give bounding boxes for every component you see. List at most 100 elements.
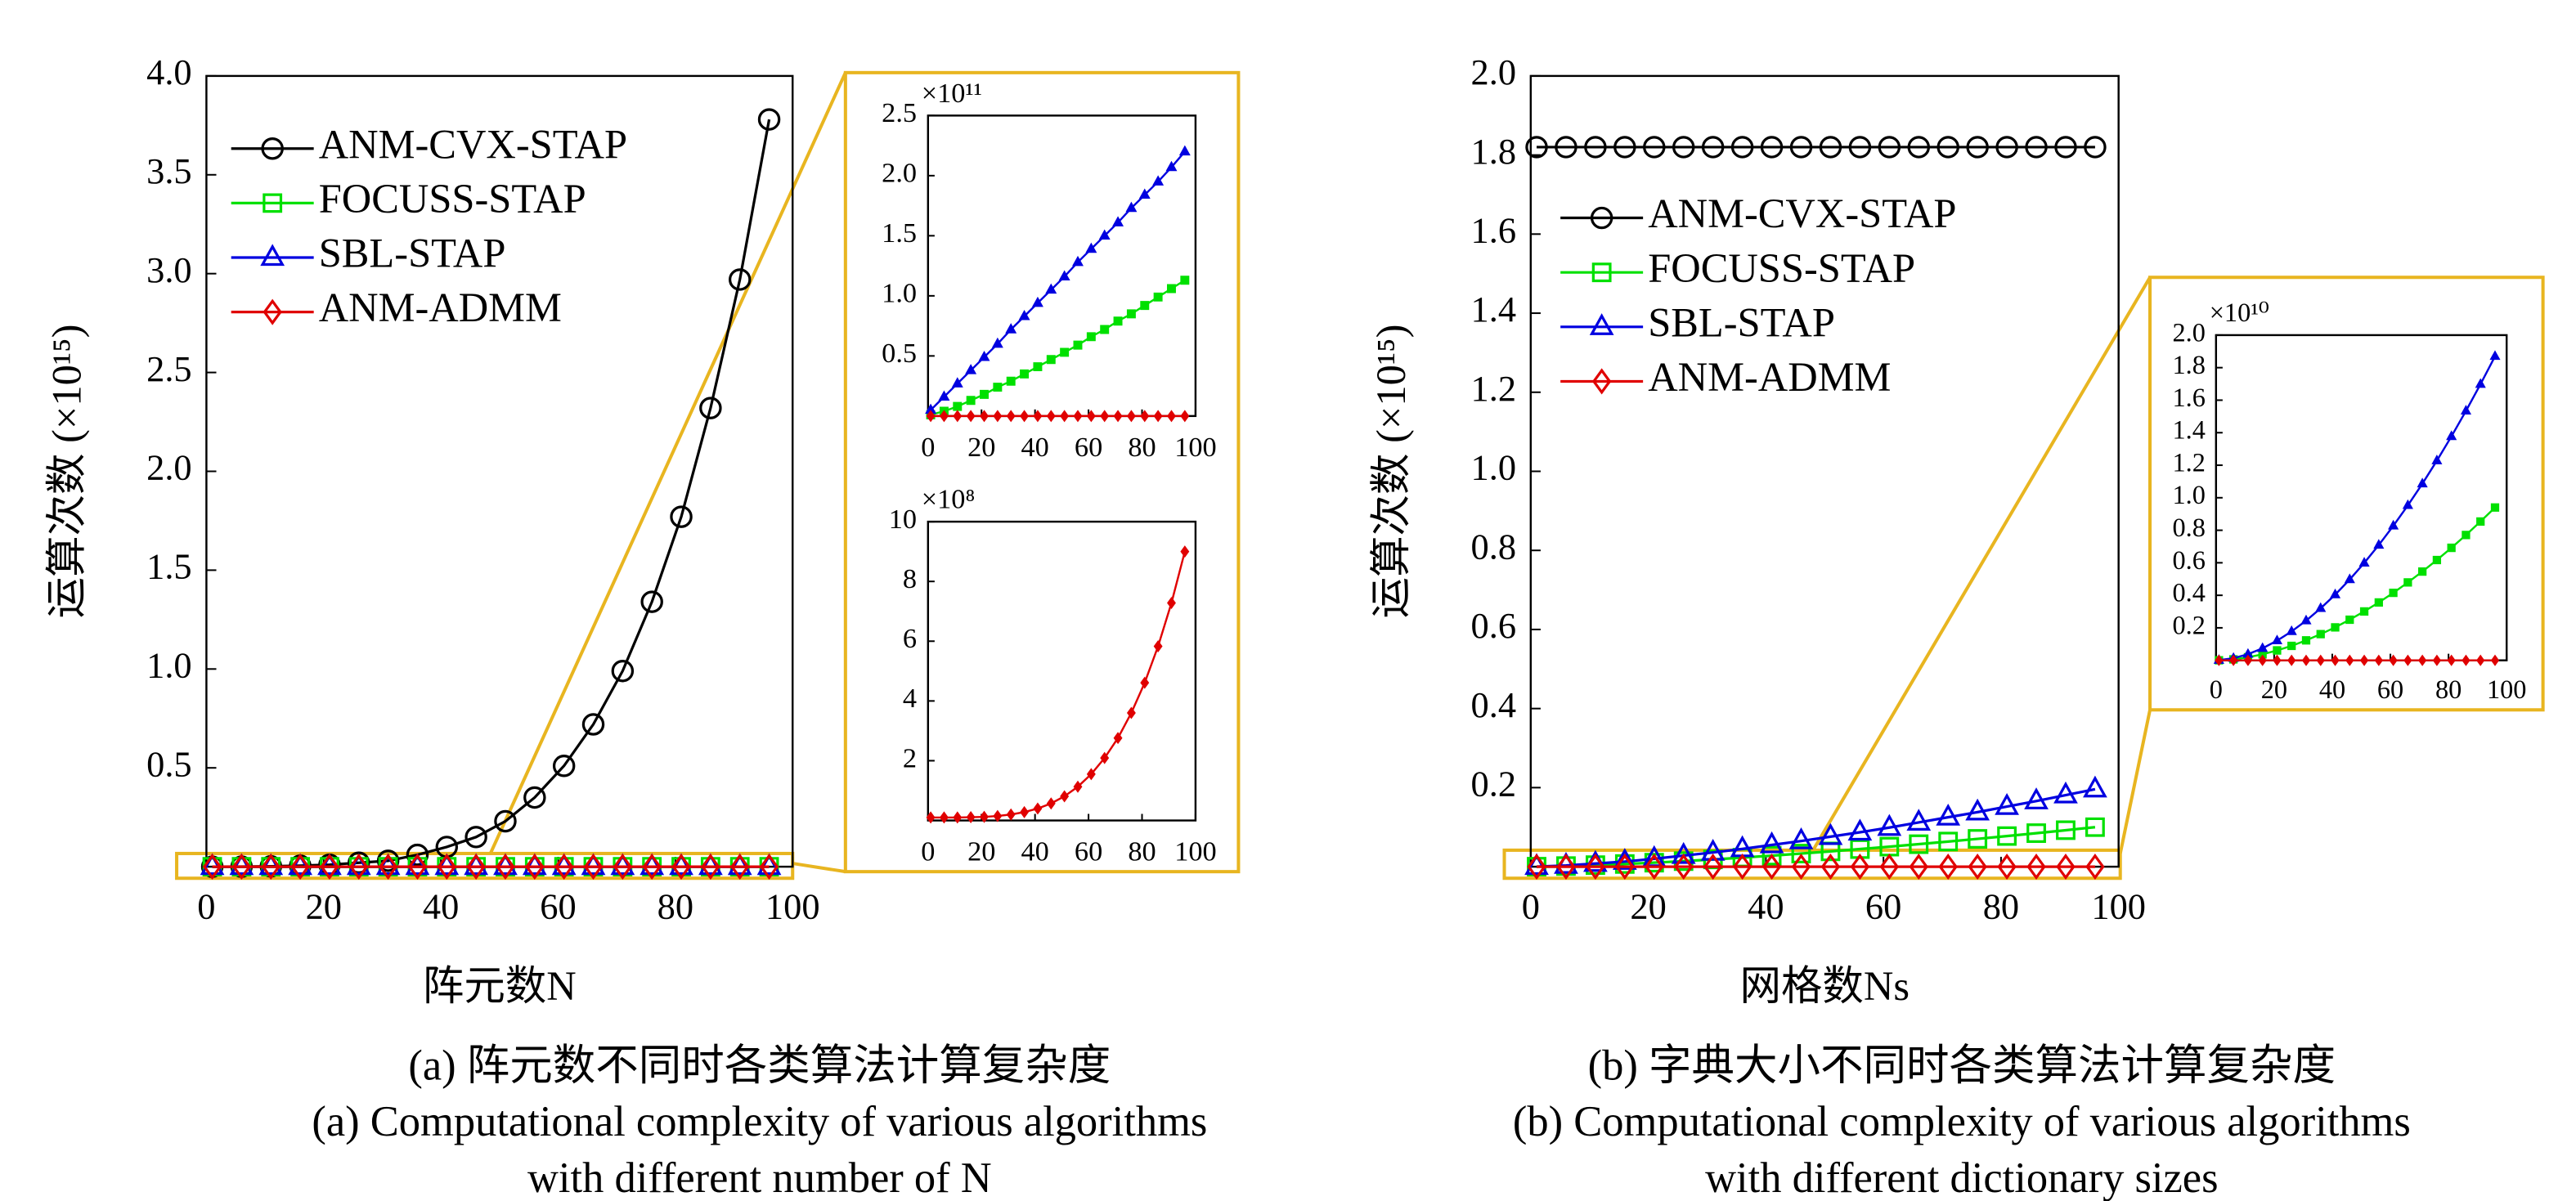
marker: [2315, 602, 2327, 612]
marker: [2475, 378, 2486, 388]
marker: [554, 854, 574, 881]
marker: [701, 854, 720, 881]
x-tick-label: 100: [765, 886, 820, 927]
marker: [1820, 854, 1841, 881]
marker: [466, 854, 486, 881]
marker: [2024, 787, 2049, 809]
marker: [231, 854, 252, 881]
legend-label: ANM-CVX-STAP: [1648, 190, 1956, 236]
y-tick-label: 0.5: [146, 743, 192, 784]
x-tick-label: 80: [1983, 886, 2019, 927]
marker: [2316, 654, 2325, 666]
caption-line: with different number of N: [527, 1154, 992, 1201]
marker: [2025, 136, 2048, 159]
marker: [1848, 136, 1872, 159]
marker: [951, 377, 963, 388]
marker: [1965, 798, 1990, 821]
marker: [437, 854, 456, 881]
marker: [1072, 255, 1084, 267]
marker: [2460, 405, 2472, 415]
y-tick-label: 0.2: [2173, 610, 2206, 639]
marker: [261, 854, 280, 881]
marker: [581, 713, 605, 736]
marker: [1058, 270, 1070, 281]
marker: [2476, 517, 2485, 526]
marker: [2054, 136, 2077, 159]
y-tick-label: 10: [889, 504, 917, 535]
marker: [1586, 854, 1605, 881]
y-tick-label: 0.4: [2173, 578, 2206, 607]
marker: [1878, 136, 1901, 159]
marker: [1167, 284, 1176, 294]
y-tick-label: 4: [903, 683, 917, 714]
marker: [1060, 410, 1070, 423]
marker: [757, 108, 781, 131]
y-tick-label: 0.4: [1471, 684, 1517, 725]
marker: [202, 854, 222, 881]
marker: [2403, 654, 2412, 666]
x-tick-label: 40: [1021, 432, 1048, 463]
marker: [1073, 340, 1083, 350]
legend-label: FOCUSS-STAP: [319, 176, 586, 222]
y-axis-label: 运算次数 (×10¹⁵): [43, 325, 89, 619]
marker: [1033, 362, 1043, 372]
marker: [2490, 503, 2500, 512]
y-tick-label: 4.0: [146, 52, 192, 92]
marker: [261, 137, 284, 160]
y-tick-label: 2.0: [146, 447, 192, 488]
marker: [1005, 323, 1017, 334]
marker: [2083, 775, 2107, 798]
marker: [2447, 543, 2456, 553]
marker: [583, 854, 604, 881]
marker: [640, 590, 663, 613]
legend-label: ANM-ADMM: [1648, 354, 1891, 400]
x-tick-label: 0: [921, 432, 935, 463]
x-tick-label: 20: [967, 836, 995, 867]
marker: [1759, 831, 1784, 854]
axis-exponent: ×10¹¹: [922, 78, 982, 109]
marker: [1701, 136, 1725, 159]
marker: [1732, 854, 1752, 881]
marker: [993, 383, 1003, 392]
marker: [1819, 136, 1842, 159]
marker: [1006, 376, 1016, 386]
marker: [2287, 641, 2296, 651]
marker: [1180, 410, 1190, 423]
marker: [1584, 136, 1607, 159]
marker: [2358, 557, 2370, 567]
marker: [1060, 790, 1070, 803]
zoom-frame: [2148, 276, 2545, 712]
marker: [1525, 136, 1548, 159]
zoom-connector: [2118, 709, 2152, 854]
marker: [730, 854, 750, 881]
marker: [2026, 823, 2046, 844]
y-tick-label: 8: [903, 563, 917, 594]
marker: [1968, 854, 1987, 881]
marker: [1126, 706, 1136, 719]
marker: [1591, 262, 1612, 283]
marker: [1850, 854, 1870, 881]
marker: [1615, 854, 1635, 881]
marker: [1877, 813, 1902, 836]
series-line: [930, 279, 1186, 416]
marker: [2084, 136, 2107, 159]
marker: [966, 410, 976, 423]
marker: [2344, 573, 2355, 584]
marker: [2345, 615, 2354, 625]
marker: [2316, 630, 2325, 639]
marker: [1006, 410, 1016, 423]
y-tick-label: 1.2: [2173, 447, 2206, 477]
marker: [2286, 625, 2297, 635]
zoom-connector: [488, 72, 847, 854]
y-tick-label: 1.0: [882, 278, 917, 309]
marker: [926, 410, 936, 423]
marker: [1153, 410, 1163, 423]
marker: [2085, 817, 2105, 837]
y-tick-label: 3.0: [146, 249, 192, 290]
axis-exponent: ×10¹⁰: [2210, 298, 2269, 327]
marker: [320, 854, 339, 881]
marker: [2359, 607, 2369, 616]
marker: [2432, 654, 2442, 666]
y-tick-label: 1.2: [1471, 368, 1517, 409]
marker: [1645, 854, 1664, 881]
